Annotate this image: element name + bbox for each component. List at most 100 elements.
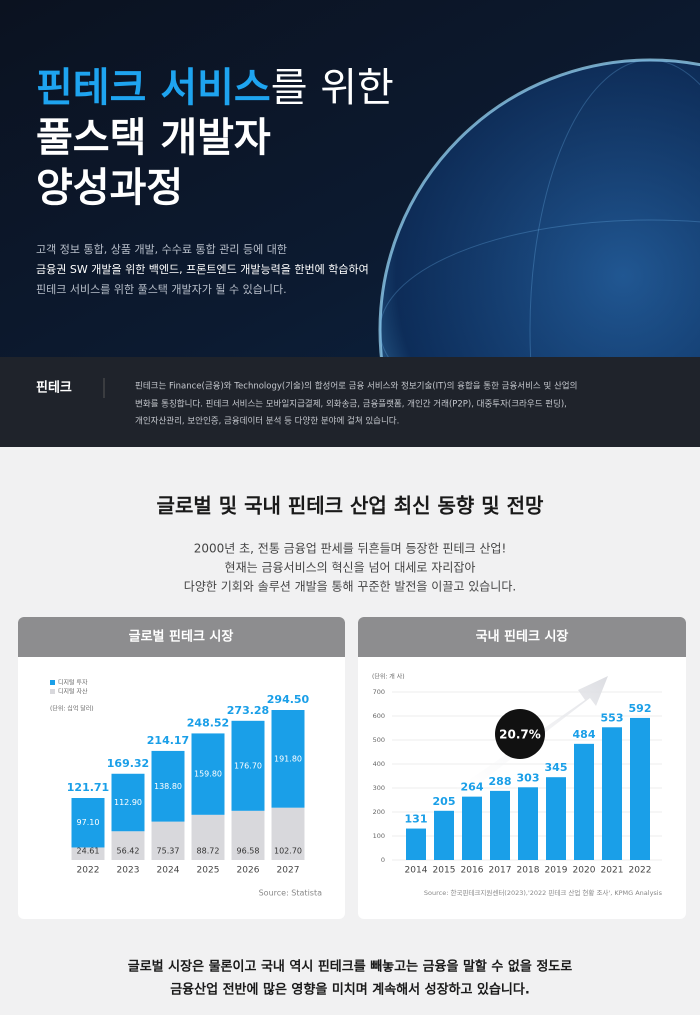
total-label: 169.32	[107, 757, 149, 770]
value-label: 553	[601, 711, 624, 724]
unit-label: (단위: 개 사)	[372, 673, 405, 681]
bar	[490, 790, 510, 860]
total-label: 294.50	[267, 693, 310, 706]
segment-label: 159.80	[194, 770, 222, 779]
y-tick-label: 700	[373, 688, 385, 696]
section-intro: 다양한 기회와 솔루션 개발을 통해 꾸준한 발전을 이끌고 있습니다.	[184, 580, 516, 594]
bar-segment	[111, 831, 145, 860]
definition-term: 핀테크	[36, 380, 72, 396]
conclusion: 글로벌 시장은 물론이고 국내 역시 핀테크를 빼놓고는 금융을 말할 수 없을…	[128, 959, 573, 975]
total-label: 121.71	[67, 781, 109, 794]
bar	[518, 787, 538, 860]
bar-segment	[151, 821, 185, 860]
value-label: 484	[573, 728, 596, 741]
card-header	[18, 617, 345, 657]
source: Source: 한국핀테크지원센터(2023),'2022 핀테크 산업 현황 …	[424, 888, 663, 897]
hero-desc: 고객 정보 통합, 상품 개발, 수수료 통합 관리 등에 대한	[36, 243, 287, 256]
total-label: 214.17	[147, 734, 189, 747]
bar-segment	[151, 750, 185, 822]
growth-arrow	[440, 676, 608, 806]
legend-label: 디지털 투자	[58, 679, 88, 687]
definition-text: 핀테크는 Finance(금융)와 Technology(기술)의 합성어로 금…	[135, 381, 577, 392]
x-tick-label: 2018	[517, 866, 540, 876]
x-tick-label: 2015	[433, 866, 456, 876]
bar-segment	[231, 720, 265, 811]
segment-label: 24.61	[77, 847, 100, 856]
x-tick-label: 2017	[489, 866, 512, 876]
x-tick-label: 2027	[277, 866, 300, 876]
total-label: 248.52	[187, 716, 229, 729]
bar-segment	[271, 807, 305, 860]
bar-segment	[231, 810, 265, 860]
definition-text: 변화를 통칭합니다. 핀테크 서비스는 모바일지급결제, 외화송금, 금융플랫폼…	[135, 399, 567, 410]
segment-label: 112.90	[114, 798, 142, 807]
bar	[630, 717, 650, 860]
x-tick-label: 2024	[157, 866, 180, 876]
x-tick-label: 2021	[601, 866, 624, 876]
bar	[546, 777, 566, 860]
total-label: 273.28	[227, 704, 269, 717]
y-tick-label: 400	[373, 760, 385, 768]
bar	[574, 743, 594, 860]
bar	[406, 828, 426, 860]
bar-segment	[71, 847, 105, 860]
value-label: 345	[545, 761, 568, 774]
hero-title: 양성과정	[36, 165, 183, 211]
unit-label: (단위: 십억 달러)	[50, 705, 94, 713]
bar-segment	[191, 733, 225, 815]
definition-bg	[0, 357, 700, 447]
x-tick-label: 2014	[405, 866, 428, 876]
bar	[462, 796, 482, 860]
value-label: 303	[517, 771, 540, 784]
conclusion: 금융산업 전반에 많은 영향을 미치며 계속해서 성장하고 있습니다.	[170, 982, 530, 998]
x-tick-label: 2022	[629, 866, 652, 876]
value-label: 264	[461, 781, 484, 794]
segment-label: 56.42	[117, 847, 140, 856]
x-tick-label: 2026	[237, 866, 260, 876]
annotation-badge	[495, 709, 545, 759]
x-tick-label: 2016	[461, 866, 484, 876]
segment-label: 97.10	[77, 818, 100, 827]
section-intro: 현재는 금융서비스의 혁신을 넘어 대세로 자리잡아	[225, 561, 476, 575]
x-tick-label: 2023	[117, 866, 140, 876]
y-tick-label: 100	[373, 832, 385, 840]
x-tick-label: 2025	[197, 866, 220, 876]
segment-label: 88.72	[197, 847, 220, 856]
section-title: 글로벌 및 국내 핀테크 산업 최신 동향 및 전망	[157, 494, 545, 518]
hero-title: 핀테크 서비스를 위한	[36, 65, 394, 111]
legend-swatch	[50, 689, 55, 694]
title-highlight: 핀테크 서비스	[36, 65, 271, 111]
y-tick-label: 300	[373, 784, 385, 792]
segment-label: 176.70	[234, 761, 262, 770]
bar	[434, 810, 454, 860]
hero-desc: 금융권 SW 개발을 위한 백엔드, 프론트엔드 개발능력을 한번에 학습하여	[36, 262, 369, 276]
value-label: 288	[489, 775, 512, 788]
annotation: 20.7%	[499, 728, 541, 742]
card-header	[358, 617, 686, 657]
bar-segment	[111, 773, 145, 832]
segment-label: 138.80	[154, 782, 182, 791]
bar-segment	[191, 814, 225, 860]
card-title: 글로벌 핀테크 시장	[129, 629, 234, 645]
value-label: 592	[629, 702, 652, 715]
source: Source: Statista	[259, 889, 322, 898]
title-rest: 를 위한	[271, 65, 394, 111]
definition-text: 개인자산관리, 보안인증, 금융데이터 분석 등 다양한 분야에 걸쳐 있습니다…	[135, 416, 399, 427]
value-label: 205	[433, 795, 456, 808]
bar-segment	[271, 710, 305, 808]
bar	[602, 727, 622, 860]
card-title: 국내 핀테크 시장	[476, 629, 569, 645]
y-tick-label: 200	[373, 808, 385, 816]
legend-label: 디지털 자산	[58, 688, 88, 696]
segment-label: 102.70	[274, 847, 302, 856]
segment-label: 96.58	[237, 847, 260, 856]
value-label: 131	[405, 813, 428, 826]
hero-desc: 핀테크 서비스를 위한 풀스택 개발자가 될 수 있습니다.	[36, 282, 287, 296]
y-tick-label: 500	[373, 736, 385, 744]
hero-title: 풀스택 개발자	[36, 115, 271, 161]
segment-label: 191.80	[274, 754, 302, 763]
x-tick-label: 2019	[545, 866, 568, 876]
section-intro: 2000년 초, 전통 금융업 판세를 뒤흔들며 등장한 핀테크 산업!	[194, 542, 507, 556]
